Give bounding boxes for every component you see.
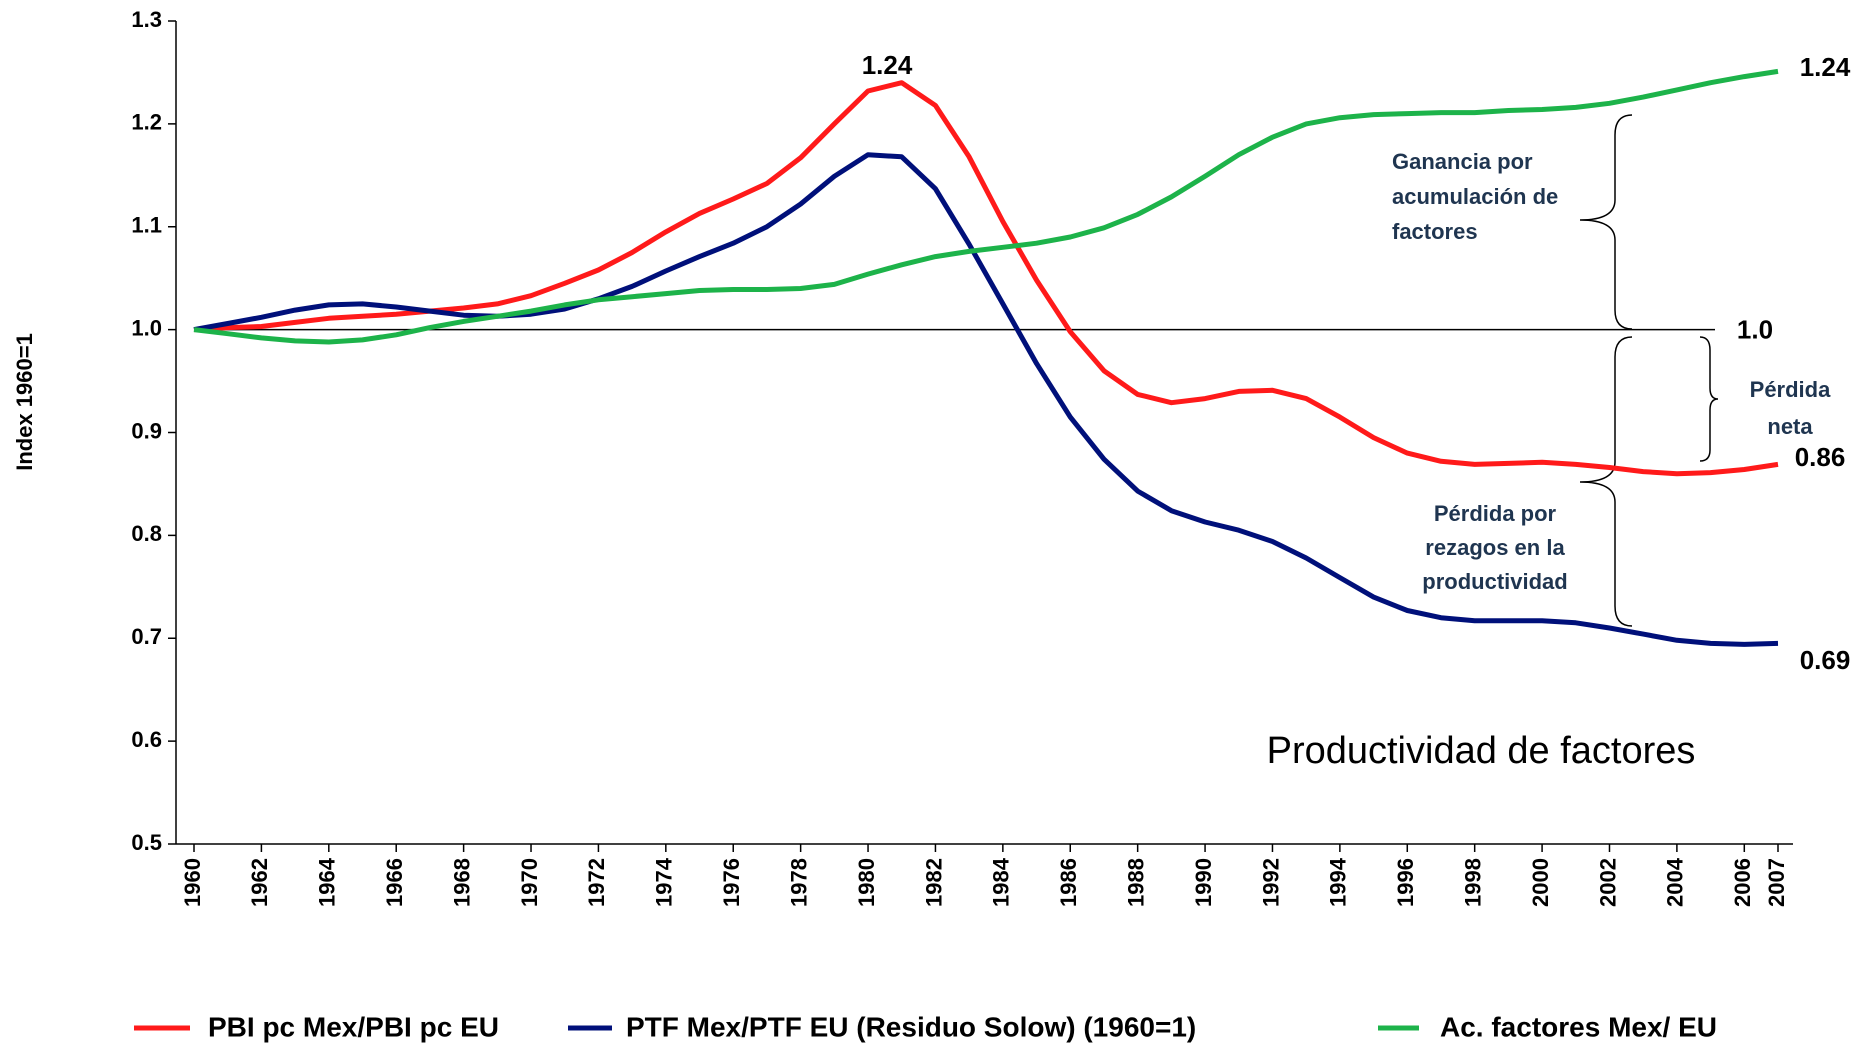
y-axis-label: Index 1960=1 — [12, 333, 37, 471]
x-tick-label: 1966 — [382, 858, 407, 907]
x-tick-label: 1984 — [989, 857, 1014, 907]
x-tick-label: 1986 — [1056, 858, 1081, 907]
x-tick-label: 2002 — [1595, 858, 1620, 907]
x-tick-label: 2006 — [1730, 858, 1755, 907]
x-tick-label: 2007 — [1764, 858, 1789, 907]
x-tick-label: 1960 — [180, 858, 205, 907]
value-label: 0.86 — [1795, 442, 1846, 472]
x-tick-label: 1982 — [921, 858, 946, 907]
series-line — [193, 80, 1779, 477]
reference-label: 1.0 — [1737, 315, 1773, 345]
series-line — [193, 68, 1779, 345]
x-tick-label: 1990 — [1191, 858, 1216, 907]
x-tick-label: 2000 — [1528, 858, 1553, 907]
annotation: rezagos en la — [1425, 535, 1565, 560]
x-tick-label: 1968 — [449, 858, 474, 907]
annotation: neta — [1767, 414, 1813, 439]
y-tick-label: 1.2 — [131, 110, 162, 135]
y-tick-label: 0.8 — [131, 521, 162, 546]
y-tick-label: 0.9 — [131, 418, 162, 443]
value-label: 1.24 — [862, 50, 913, 80]
y-tick-label: 0.6 — [131, 727, 162, 752]
x-tick-label: 1992 — [1258, 858, 1283, 907]
x-tick-label: 2004 — [1663, 857, 1688, 907]
x-tick-label: 1978 — [786, 858, 811, 907]
annotation: Pérdida — [1750, 377, 1831, 402]
y-tick-label: 0.5 — [131, 830, 162, 855]
brace-productivity — [1579, 336, 1633, 627]
annotation: Pérdida por — [1434, 501, 1557, 526]
annotation: Ganancia por — [1392, 149, 1533, 174]
x-tick-label: 1962 — [247, 858, 272, 907]
annotation: productividad — [1422, 569, 1567, 594]
y-tick-label: 1.1 — [131, 213, 162, 238]
x-tick-label: 1976 — [719, 858, 744, 907]
x-tick-label: 1994 — [1326, 857, 1351, 907]
value-label: 0.69 — [1800, 645, 1851, 675]
brace-gain — [1579, 114, 1633, 330]
legend-label: PBI pc Mex/PBI pc EU — [208, 1011, 499, 1042]
x-tick-label: 1972 — [584, 858, 609, 907]
annotation: factores — [1392, 219, 1478, 244]
y-tick-label: 1.3 — [131, 7, 162, 32]
braces — [1579, 114, 1719, 627]
x-tick-label: 1988 — [1123, 858, 1148, 907]
x-tick-label: 1980 — [854, 858, 879, 907]
annotation: acumulación de — [1392, 184, 1558, 209]
x-tick-label: 1996 — [1393, 858, 1418, 907]
x-tick-label: 1964 — [315, 857, 340, 907]
y-tick-label: 1.0 — [131, 315, 162, 340]
legend-label: Ac. factores Mex/ EU — [1440, 1011, 1717, 1042]
y-tick-label: 0.7 — [131, 624, 162, 649]
caption: Productividad de factores — [1267, 730, 1696, 772]
legend-label: PTF Mex/PTF EU (Residuo Solow) (1960=1) — [626, 1011, 1196, 1042]
x-tick-label: 1970 — [517, 858, 542, 907]
brace-net — [1699, 336, 1719, 462]
x-tick-label: 1974 — [652, 857, 677, 907]
x-tick-label: 1998 — [1460, 858, 1485, 907]
series-line — [193, 152, 1779, 647]
value-label: 1.24 — [1800, 52, 1851, 82]
